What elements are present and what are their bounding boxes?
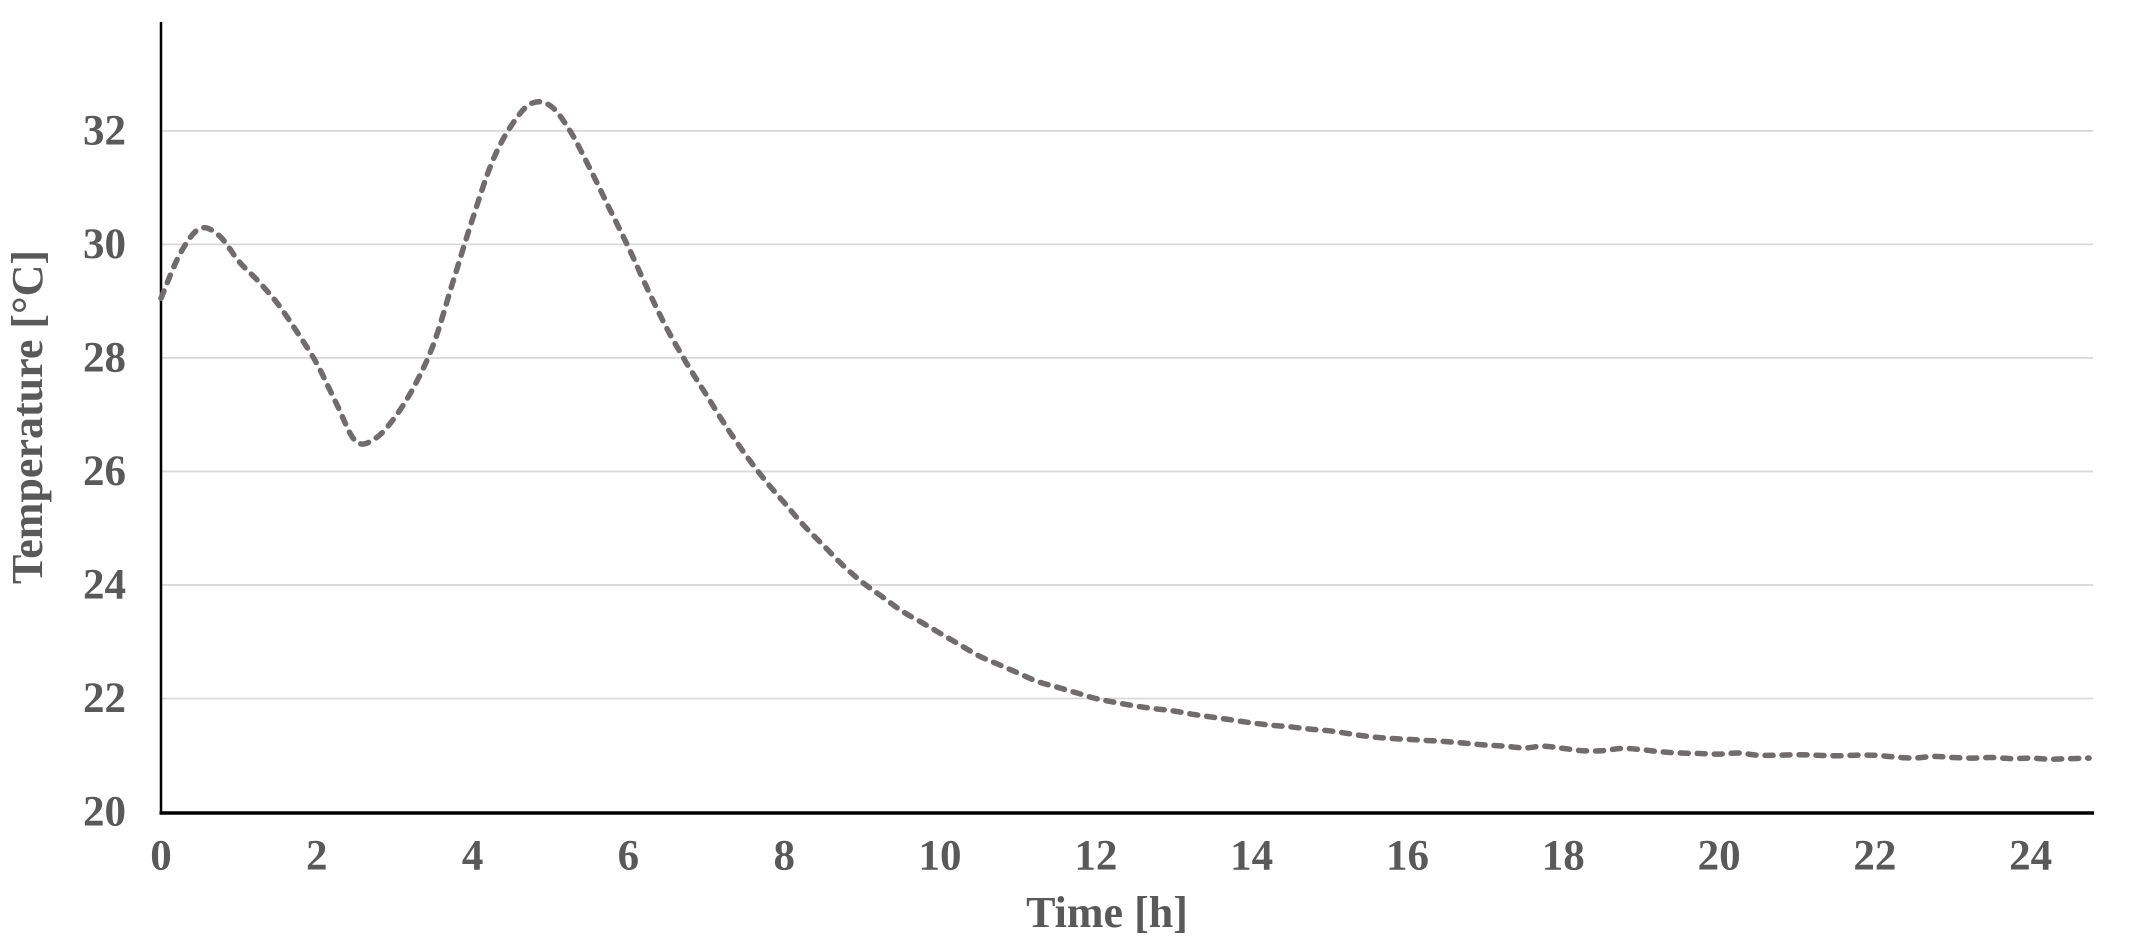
x-tick-label: 18 xyxy=(1542,833,1585,880)
x-tick-label: 12 xyxy=(1074,833,1117,880)
x-tick-label: 24 xyxy=(2009,833,2052,880)
x-tick-label: 6 xyxy=(618,833,640,880)
x-axis-title: Time [h] xyxy=(1026,888,1188,937)
y-tick-label: 28 xyxy=(83,334,126,381)
y-tick-label: 24 xyxy=(83,561,126,608)
y-tick-label: 32 xyxy=(83,107,126,154)
y-tick-label: 30 xyxy=(83,221,126,268)
y-axis-title: Temperature [°C] xyxy=(3,250,52,584)
y-tick-label: 20 xyxy=(83,789,126,836)
x-tick-label: 10 xyxy=(919,833,962,880)
x-tick-label: 4 xyxy=(462,833,484,880)
x-tick-label: 0 xyxy=(150,833,172,880)
x-tick-label: 20 xyxy=(1698,833,1741,880)
y-axis-tick-labels: 20 22 24 26 28 30 32 xyxy=(83,107,126,835)
x-tick-label: 8 xyxy=(773,833,795,880)
x-tick-label: 14 xyxy=(1230,833,1273,880)
temperature-series-line xyxy=(158,98,2092,762)
y-tick-label: 26 xyxy=(83,448,126,495)
y-tick-label: 22 xyxy=(83,675,126,722)
x-tick-label: 2 xyxy=(306,833,328,880)
gridlines xyxy=(161,129,2093,700)
x-tick-label: 16 xyxy=(1386,833,1429,880)
x-axis-tick-labels: 0 2 4 6 8 10 12 14 16 18 20 22 24 xyxy=(150,833,2052,880)
x-tick-label: 22 xyxy=(1853,833,1896,880)
